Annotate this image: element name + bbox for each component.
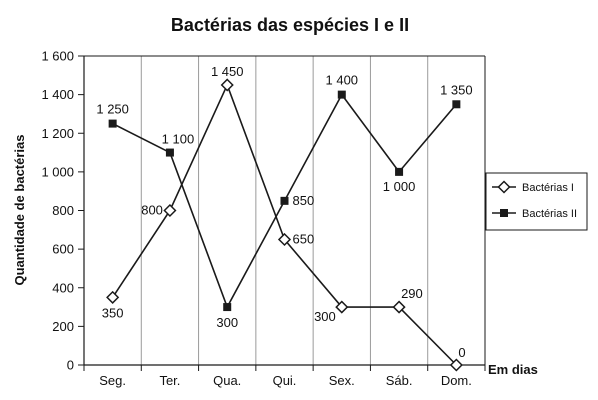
series-line-bacterias-i (111, 82, 457, 366)
x-axis-title: Em dias (488, 362, 538, 377)
data-label-bacterias-ii: 1 350 (440, 82, 473, 97)
x-tick-label: Seg. (99, 373, 126, 388)
data-label-bacterias-i: 650 (293, 231, 315, 246)
point-bacterias-ii (452, 100, 461, 109)
series (106, 78, 463, 372)
y-axis-title: Quantidade de bactérias (12, 135, 27, 286)
y-tick-label: 1 000 (41, 164, 74, 179)
data-labels: 350 800 1 450 650 300 290 0 1 250 1 100 300 850 1 4… (96, 64, 472, 360)
y-tick-label: 800 (52, 203, 74, 218)
legend: Bactérias I Bactérias II (485, 172, 588, 231)
x-tick-label: Qua. (213, 373, 241, 388)
legend-marker-bacterias-i (497, 180, 511, 194)
data-label-bacterias-i: 300 (314, 309, 336, 324)
x-tick-label: Dom. (441, 373, 472, 388)
y-tick-label: 0 (67, 358, 74, 373)
y-tick-label: 400 (52, 280, 74, 295)
grid (140, 56, 429, 365)
data-label-bacterias-i: 1 450 (211, 64, 244, 79)
y-tick-label: 1 400 (41, 87, 74, 102)
axes: 0 200 400 600 800 1 000 1 200 1 400 1 600 Seg. Ter… (41, 49, 486, 388)
point-bacterias-ii (223, 303, 232, 312)
data-label-bacterias-ii: 850 (293, 193, 315, 208)
y-tick-label: 1 200 (41, 126, 74, 141)
x-tick-label: Qui. (273, 373, 297, 388)
point-bacterias-i (335, 300, 349, 314)
data-label-bacterias-ii: 1 100 (162, 132, 195, 147)
chart-title: Bactérias das espécies I e II (171, 15, 409, 35)
point-bacterias-ii (165, 148, 174, 157)
data-label-bacterias-ii: 1 000 (383, 179, 416, 194)
point-bacterias-i (277, 232, 292, 247)
x-tick-label: Sex. (329, 373, 355, 388)
point-bacterias-i (163, 203, 177, 218)
data-label-bacterias-i: 350 (102, 305, 124, 320)
point-bacterias-i (392, 300, 406, 314)
legend-label-bacterias-i: Bactérias I (522, 182, 574, 194)
point-bacterias-i (449, 358, 463, 372)
point-bacterias-ii (395, 167, 404, 176)
y-tick-label: 200 (52, 319, 74, 334)
x-tick-label: Sáb. (386, 373, 413, 388)
data-label-bacterias-i: 0 (458, 345, 465, 360)
data-label-bacterias-i: 290 (401, 286, 423, 301)
point-bacterias-ii (108, 119, 117, 128)
legend-marker-bacterias-ii (500, 209, 508, 217)
data-label-bacterias-ii: 1 400 (326, 73, 359, 88)
y-tick-label: 600 (52, 242, 74, 257)
x-tick-label: Ter. (159, 373, 180, 388)
point-bacterias-i (106, 290, 120, 304)
y-tick-label: 1 600 (41, 49, 74, 64)
point-bacterias-ii (337, 90, 346, 99)
data-label-bacterias-ii: 1 250 (96, 102, 129, 117)
data-label-bacterias-i: 800 (141, 203, 163, 218)
data-label-bacterias-ii: 300 (216, 315, 238, 330)
legend-label-bacterias-ii: Bactérias II (522, 208, 577, 220)
point-bacterias-i (220, 78, 234, 92)
point-bacterias-ii (280, 196, 289, 205)
